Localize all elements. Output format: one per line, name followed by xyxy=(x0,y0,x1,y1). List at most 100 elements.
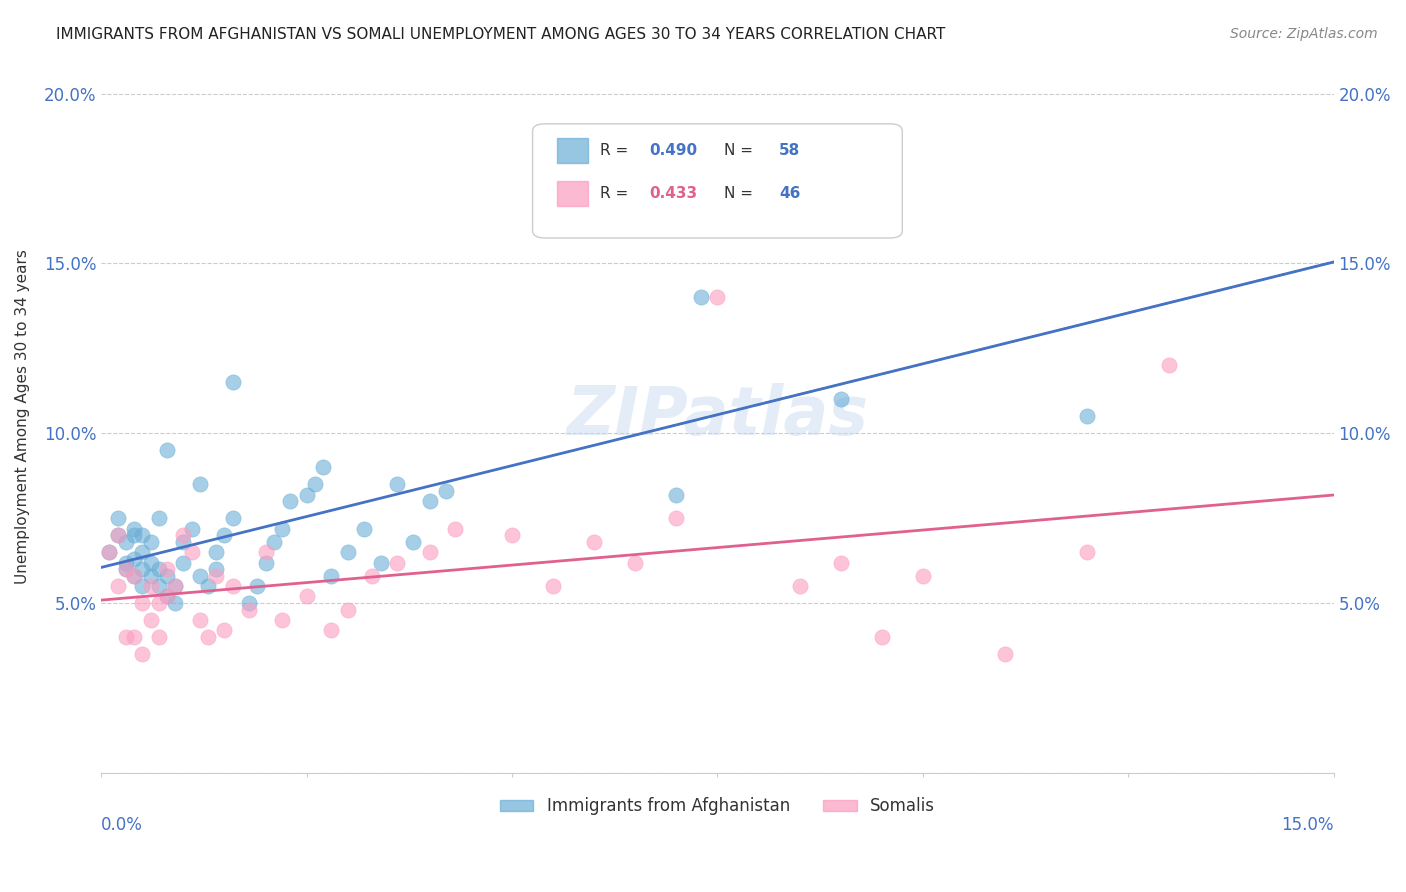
Text: 0.433: 0.433 xyxy=(650,186,697,201)
Text: R =: R = xyxy=(600,186,634,201)
Point xyxy=(197,630,219,644)
Point xyxy=(304,477,326,491)
Point xyxy=(156,562,179,576)
Point xyxy=(583,535,606,549)
Point xyxy=(165,596,187,610)
Text: 15.0%: 15.0% xyxy=(1281,816,1334,834)
Point xyxy=(107,528,129,542)
Point xyxy=(139,535,162,549)
Point xyxy=(139,579,162,593)
Point xyxy=(188,477,211,491)
Point xyxy=(131,647,153,661)
Point xyxy=(115,562,138,576)
Point xyxy=(98,545,121,559)
Point xyxy=(246,579,269,593)
Point xyxy=(271,613,294,627)
Point xyxy=(295,487,318,501)
Point xyxy=(131,596,153,610)
Point xyxy=(139,613,162,627)
Point xyxy=(165,579,187,593)
Point xyxy=(115,535,138,549)
Bar xyxy=(557,138,588,163)
Point xyxy=(172,556,194,570)
Point xyxy=(122,569,145,583)
Point xyxy=(131,579,153,593)
Point xyxy=(1076,545,1098,559)
Point xyxy=(205,562,228,576)
Point xyxy=(501,528,523,542)
Point xyxy=(385,556,408,570)
Point xyxy=(214,624,236,638)
Point xyxy=(156,590,179,604)
Text: ZIPatlas: ZIPatlas xyxy=(567,384,869,450)
Text: 58: 58 xyxy=(779,143,800,158)
Point xyxy=(205,545,228,559)
Point xyxy=(122,552,145,566)
Point xyxy=(98,545,121,559)
Point xyxy=(254,545,277,559)
Point xyxy=(238,603,260,617)
Point xyxy=(188,613,211,627)
Point xyxy=(870,630,893,644)
Point xyxy=(321,624,343,638)
Text: N =: N = xyxy=(724,186,752,201)
Point xyxy=(263,535,285,549)
Point xyxy=(1076,409,1098,424)
Point xyxy=(188,569,211,583)
Point xyxy=(402,535,425,549)
Point xyxy=(706,290,728,304)
Point xyxy=(361,569,384,583)
Text: R =: R = xyxy=(600,143,634,158)
Point xyxy=(624,556,647,570)
Point xyxy=(165,579,187,593)
Point xyxy=(443,522,465,536)
Text: N =: N = xyxy=(724,143,752,158)
Point xyxy=(624,171,647,186)
Legend: Immigrants from Afghanistan, Somalis: Immigrants from Afghanistan, Somalis xyxy=(494,790,942,822)
Point xyxy=(156,443,179,458)
Point xyxy=(830,556,852,570)
Point xyxy=(148,562,170,576)
Point xyxy=(222,376,245,390)
Point xyxy=(434,484,457,499)
Point xyxy=(148,596,170,610)
Point xyxy=(312,460,335,475)
Point xyxy=(353,522,375,536)
Text: 0.0%: 0.0% xyxy=(101,816,143,834)
Point xyxy=(665,487,688,501)
Point xyxy=(156,590,179,604)
Point xyxy=(214,528,236,542)
Point xyxy=(156,569,179,583)
Point xyxy=(254,556,277,570)
Text: 46: 46 xyxy=(779,186,800,201)
Point xyxy=(148,511,170,525)
Point xyxy=(238,596,260,610)
Point xyxy=(115,556,138,570)
Point xyxy=(139,556,162,570)
Point xyxy=(830,392,852,407)
Point xyxy=(336,545,359,559)
Point xyxy=(222,579,245,593)
Point xyxy=(271,522,294,536)
Point xyxy=(994,647,1017,661)
Point xyxy=(131,562,153,576)
Point xyxy=(115,630,138,644)
Point xyxy=(122,522,145,536)
Point xyxy=(122,630,145,644)
Point xyxy=(180,522,202,536)
Point xyxy=(122,528,145,542)
Point xyxy=(172,528,194,542)
Point xyxy=(370,556,392,570)
Point xyxy=(911,569,934,583)
Point xyxy=(148,630,170,644)
Y-axis label: Unemployment Among Ages 30 to 34 years: Unemployment Among Ages 30 to 34 years xyxy=(15,249,30,584)
Point xyxy=(131,545,153,559)
Point xyxy=(419,545,441,559)
Point xyxy=(122,569,145,583)
Bar xyxy=(557,181,588,206)
Point xyxy=(148,579,170,593)
Point xyxy=(115,562,138,576)
Point xyxy=(222,511,245,525)
Point xyxy=(107,528,129,542)
Point xyxy=(139,569,162,583)
